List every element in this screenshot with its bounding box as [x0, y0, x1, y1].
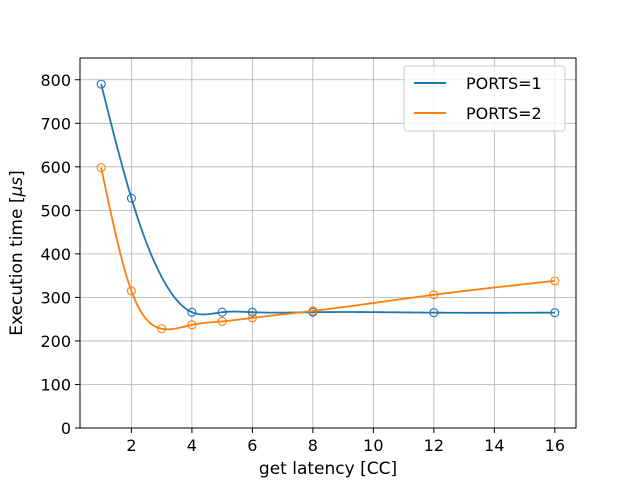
data-point-marker [157, 324, 167, 334]
x-tick-label: 8 [308, 436, 318, 455]
y-tick-label: 300 [40, 288, 71, 307]
y-tick-label: 100 [40, 375, 71, 394]
y-tick-label: 500 [40, 201, 71, 220]
y-axis-ticks: 0 100 200 300 400 500 600 700 800 [40, 71, 80, 438]
y-tick-label: 400 [40, 245, 71, 264]
data-point-marker [217, 307, 227, 317]
data-point-marker [187, 307, 197, 317]
y-tick-label: 0 [61, 419, 71, 438]
x-tick-label: 4 [187, 436, 197, 455]
x-axis-label: get latency [CC] [259, 459, 397, 479]
legend: PORTS=1 PORTS=2 [403, 65, 566, 132]
data-point-marker [96, 79, 106, 89]
data-point-marker [308, 306, 318, 316]
plot-frame [79, 57, 577, 429]
x-tick-label: 14 [484, 436, 504, 455]
y-tick-label: 700 [40, 114, 71, 133]
legend-label-ports2: PORTS=2 [466, 104, 542, 123]
legend-label-ports1: PORTS=1 [466, 74, 542, 93]
data-point-marker [550, 276, 560, 286]
data-point-marker [550, 308, 560, 318]
x-tick-label: 16 [545, 436, 565, 455]
data-point-marker [429, 290, 439, 300]
x-tick-label: 10 [363, 436, 383, 455]
y-tick-label: 800 [40, 71, 71, 90]
data-point-marker [247, 313, 257, 323]
series-line-2 [100, 167, 555, 331]
x-tick-label: 2 [126, 436, 136, 455]
x-tick-label: 6 [247, 436, 257, 455]
data-point-marker [247, 307, 257, 317]
data-point-marker [187, 320, 197, 330]
data-point-marker [429, 308, 439, 318]
y-axis-label: Execution time [μs] [7, 170, 27, 336]
y-tick-label: 200 [40, 332, 71, 351]
x-tick-label: 12 [424, 436, 444, 455]
series-lines [100, 83, 555, 331]
data-point-marker [126, 286, 136, 296]
data-point-marker [217, 316, 227, 326]
series-line-1 [100, 83, 555, 316]
x-axis-ticks: 2 4 6 8 10 12 14 16 [126, 428, 565, 455]
y-tick-label: 600 [40, 158, 71, 177]
data-point-marker [96, 163, 106, 173]
series-markers [96, 79, 560, 334]
data-point-marker [126, 193, 136, 203]
